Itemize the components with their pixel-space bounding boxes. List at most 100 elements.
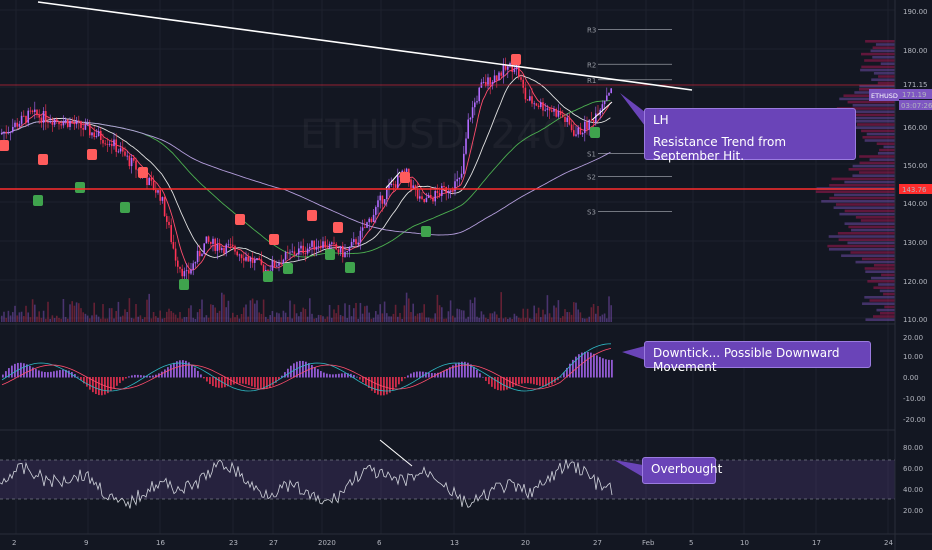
volume-bar: [304, 309, 307, 322]
candle-body: [300, 245, 302, 249]
time-tick: Feb: [642, 539, 655, 547]
macd-histogram-bar: [458, 362, 460, 378]
volume-bar: [434, 313, 436, 322]
macd-tick: 0.00: [903, 374, 919, 382]
trend-segment-2[interactable]: [591, 101, 613, 121]
macd-tick: 20.00: [903, 334, 923, 342]
macd-histogram-bar: [572, 359, 574, 378]
price-axis[interactable]: 190.00 180.00 160.00 150.00 140.00 130.0…: [903, 8, 928, 324]
candle-body: [410, 179, 412, 188]
macd-histogram-bar: [236, 377, 238, 384]
volume-bar: [78, 303, 80, 322]
volume-bar: [174, 314, 177, 322]
volume-profile-row: [871, 78, 895, 81]
candle-body: [551, 110, 553, 112]
candle-body: [3, 131, 5, 134]
volume-bar: [401, 318, 403, 322]
volume-bar: [504, 317, 507, 322]
macd-histogram-bar: [503, 377, 505, 391]
volume-bar: [97, 316, 100, 322]
macd-axis[interactable]: 20.00 10.00 0.00 -10.00 -20.00: [903, 334, 926, 424]
volume-bar: [130, 317, 133, 322]
macd-histogram-bar: [257, 377, 259, 389]
volume-bar: [465, 318, 467, 322]
rsi-tick: 80.00: [903, 444, 923, 452]
macd-histogram-bar: [575, 356, 577, 378]
candle-body: [95, 136, 98, 138]
rsi-line: [0, 459, 613, 509]
sell-signal-icon: [307, 210, 317, 221]
candle-body: [489, 77, 491, 86]
volume-bar: [47, 301, 49, 322]
candle-body: [192, 263, 194, 270]
candle-body: [375, 207, 377, 215]
volume-bar: [256, 300, 258, 322]
candle-body: [326, 247, 329, 249]
macd-histogram-bar: [455, 363, 457, 378]
volume-bar: [291, 318, 293, 322]
rsi-callout[interactable]: Overbought: [642, 457, 722, 484]
volume-bar: [535, 313, 538, 322]
candle-body: [36, 109, 38, 116]
candle-body: [608, 92, 610, 96]
volume-profile-row: [815, 190, 895, 193]
macd-histogram-bar: [395, 377, 397, 388]
candle-body: [75, 120, 78, 125]
macd-histogram-bar: [185, 360, 187, 378]
candle-body: [427, 194, 430, 198]
grid: [0, 0, 895, 534]
macd-histogram-bar: [263, 377, 265, 390]
time-tick: 6: [377, 539, 382, 547]
time-axis[interactable]: 2 9 16 23 27 2020 6 13 20 27 Feb 5 10 17…: [12, 539, 893, 547]
volume-bar: [467, 316, 469, 322]
candle-body: [562, 114, 564, 117]
macd-histogram-bar: [14, 363, 16, 378]
macd-histogram-bar: [272, 377, 274, 386]
volume-profile-row: [879, 289, 895, 293]
volume-profile: [815, 40, 895, 321]
macd-histogram-bar: [233, 377, 235, 385]
macd-histogram-bar: [593, 353, 595, 378]
volume-bar: [58, 317, 60, 322]
candle-body: [361, 227, 364, 231]
macd-callout[interactable]: Downtick... Possible Downward Movement: [644, 341, 871, 374]
volume-profile-row: [852, 174, 895, 177]
volume-profile-row: [861, 65, 895, 69]
volume-bar: [282, 310, 285, 322]
macd-histogram-bar: [119, 377, 121, 384]
volume-bar: [144, 317, 146, 322]
volume-bar: [3, 311, 5, 322]
macd-histogram-bar: [611, 359, 613, 378]
candle-body: [179, 266, 181, 269]
volume-bar: [45, 318, 47, 322]
candle-body: [91, 132, 93, 136]
volume-bar: [344, 303, 346, 322]
rsi-axis[interactable]: 80.00 60.00 40.00 20.00: [903, 444, 923, 515]
sell-signal-icon: [333, 222, 343, 233]
volume-bar: [73, 305, 76, 322]
descending-trendline[interactable]: [37, 1, 693, 91]
volume-bar: [302, 307, 304, 322]
candle-body: [335, 243, 337, 250]
volume-bar: [586, 318, 588, 322]
volume-bar: [403, 305, 406, 322]
candle-body: [302, 245, 304, 254]
candle-body: [476, 101, 478, 103]
volume-bar: [247, 316, 249, 322]
volume-bar: [227, 300, 230, 322]
trend-segment-1[interactable]: [385, 171, 401, 189]
pivot-label-r2: R2: [587, 61, 596, 69]
macd-histogram-bar: [521, 377, 523, 384]
candle-body: [548, 108, 551, 111]
lh-callout[interactable]: LH Resistance Trend from September Hit.: [644, 108, 856, 163]
volume-bar: [113, 318, 115, 322]
candle-body: [124, 151, 126, 156]
volume-profile-row: [861, 257, 895, 261]
macd-histogram-bar: [80, 377, 82, 381]
macd-histogram-bar: [542, 377, 544, 387]
volume-bar: [60, 318, 62, 322]
candle-body: [42, 111, 45, 123]
candle-body: [460, 173, 463, 178]
volume-bar: [595, 313, 597, 322]
macd-histogram-bar: [485, 377, 487, 381]
